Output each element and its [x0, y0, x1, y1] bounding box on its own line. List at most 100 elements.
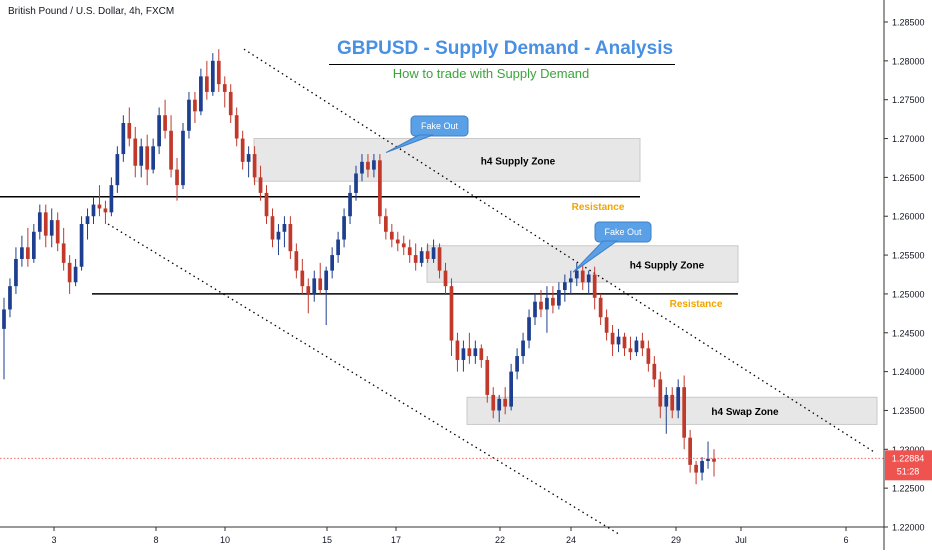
candle-body: [205, 76, 209, 92]
time-tick-label: 6: [843, 535, 848, 545]
candle-body: [616, 336, 621, 345]
candle-body: [49, 220, 54, 236]
candle-body: [712, 458, 716, 462]
candle-body: [157, 115, 161, 147]
candle-body: [2, 309, 6, 329]
fake-out-label-1: Fake Out: [421, 121, 459, 131]
candle-body: [366, 161, 370, 170]
candle-body: [539, 301, 543, 310]
candle-body: [73, 266, 78, 283]
price-tick-label: 1.23000: [892, 445, 925, 455]
candle-body: [568, 278, 573, 283]
symbol-label: British Pound / U.S. Dollar, 4h, FXCM: [8, 6, 175, 17]
candle-body: [592, 274, 597, 298]
candle-body: [610, 332, 615, 345]
fake-out-pointer-1: [385, 134, 434, 153]
fake-out-label-2: Fake Out: [604, 227, 642, 237]
price-tick-label: 1.26000: [892, 212, 925, 222]
candle-body: [240, 138, 245, 162]
time-tick-label: 3: [51, 535, 56, 545]
candle-body: [282, 224, 287, 232]
candle-body: [31, 231, 36, 259]
candle-body: [455, 340, 460, 360]
candle-body: [646, 348, 651, 364]
candle-body: [640, 340, 645, 349]
candle-body: [634, 340, 639, 353]
candle-body: [557, 290, 561, 306]
candle-body: [401, 243, 406, 248]
candle-body: [383, 216, 388, 232]
candle-body: [139, 146, 144, 166]
resistance-label-1: Resistance: [572, 202, 625, 213]
candle-body: [360, 161, 364, 174]
candle-body: [270, 216, 275, 240]
fake-out-callout-1: [410, 115, 469, 137]
candle-body: [431, 247, 436, 259]
current-price-value: 1.22884: [892, 453, 925, 463]
candle-body: [210, 60, 215, 92]
candle-body: [8, 286, 12, 310]
time-tick-label: 10: [220, 535, 230, 545]
candle-body: [533, 301, 537, 318]
candle-body: [574, 270, 579, 279]
candle-body: [264, 192, 269, 217]
price-tick-label: 1.24000: [892, 367, 925, 377]
candle-body: [378, 160, 382, 217]
candle-body: [586, 274, 591, 283]
candle-body: [330, 255, 335, 271]
candle-body: [372, 160, 376, 170]
candle-body: [306, 286, 311, 294]
candle-body: [294, 251, 299, 271]
candle-body: [461, 348, 466, 360]
candle-body: [491, 394, 496, 411]
candle-body: [694, 464, 698, 473]
candle-body: [497, 398, 502, 411]
price-tick-label: 1.24500: [892, 328, 925, 338]
price-tick-label: 1.28500: [892, 18, 925, 28]
zone-1: [253, 138, 641, 182]
candle-body: [682, 387, 687, 438]
time-tick-label: 29: [671, 535, 681, 545]
candle-body: [216, 60, 221, 85]
candle-body: [545, 297, 549, 310]
candle-body: [318, 278, 323, 291]
candle-body: [151, 146, 156, 170]
candle-body: [389, 231, 394, 240]
candle-body: [276, 231, 281, 240]
candle-body: [443, 270, 448, 287]
candle-body: [479, 348, 484, 360]
candle-body: [551, 297, 555, 306]
candle-body: [413, 255, 418, 263]
candle-body: [407, 247, 412, 256]
candle-body: [354, 173, 358, 193]
candle-body: [580, 270, 585, 283]
candle-body: [449, 286, 454, 341]
candle-body: [14, 258, 18, 287]
time-tick-label: 17: [391, 535, 401, 545]
candle-body: [604, 317, 609, 333]
candle-body: [79, 224, 84, 267]
candle-body: [342, 216, 346, 240]
candle-body: [175, 169, 179, 186]
chart-title: GBPUSD - Supply Demand - Analysis: [336, 38, 674, 59]
candle-body: [312, 278, 317, 294]
candle-body: [37, 212, 42, 232]
candle-body: [43, 212, 48, 236]
candle-body: [55, 220, 60, 244]
candle-body: [85, 216, 90, 224]
time-tick-label: 8: [153, 535, 158, 545]
time-tick-label: 24: [566, 535, 576, 545]
candle-body: [348, 192, 352, 217]
time-tick-label: 22: [495, 535, 505, 545]
fake-out-pointer-2: [572, 240, 619, 273]
candle-body: [258, 177, 263, 193]
chart-subtitle: How to trade with Supply Demand: [392, 66, 590, 81]
current-price-badge: [885, 450, 932, 481]
candle-body: [503, 398, 508, 407]
candle-body: [437, 247, 442, 271]
price-tick-label: 1.26500: [892, 173, 925, 183]
candle-body: [658, 379, 663, 407]
candle-body: [169, 130, 173, 170]
